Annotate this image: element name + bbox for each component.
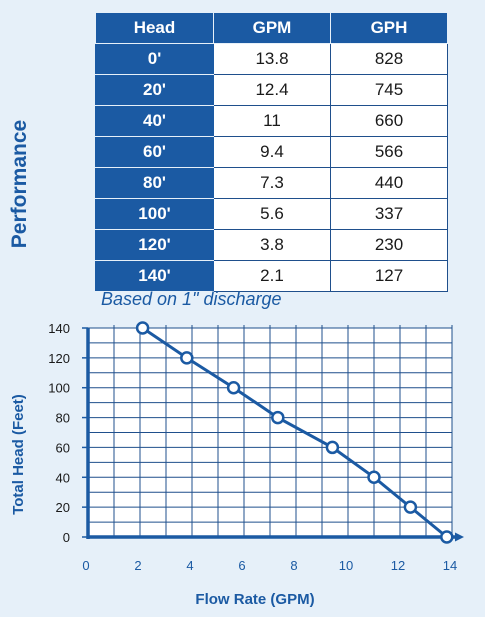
gpm-cell: 13.8 xyxy=(213,43,331,75)
gpm-cell: 3.8 xyxy=(213,229,331,261)
gph-cell: 337 xyxy=(330,198,448,230)
head-cell: 60' xyxy=(95,136,214,168)
table-row: 0' 13.8 828 xyxy=(95,43,448,75)
head-cell: 100' xyxy=(95,198,214,230)
data-point xyxy=(180,351,194,365)
y-tick-label: 20 xyxy=(56,500,70,515)
x-tick-label: 14 xyxy=(443,558,457,573)
table-row: 60' 9.4 566 xyxy=(95,136,448,168)
data-point xyxy=(325,440,340,455)
data-point xyxy=(440,530,454,544)
y-tick-label: 100 xyxy=(48,381,70,396)
gpm-cell: 9.4 xyxy=(213,136,331,168)
table-row: 100' 5.6 337 xyxy=(95,198,448,230)
data-point xyxy=(367,470,381,485)
table-row: 20' 12.4 745 xyxy=(95,74,448,106)
gph-cell: 566 xyxy=(330,136,448,168)
gph-cell: 828 xyxy=(330,43,448,75)
data-point xyxy=(226,380,241,395)
x-axis-title: Flow Rate (GPM) xyxy=(195,591,314,608)
performance-table: Head GPM GPH 0' 13.8 828 20' 12.4 745 40… xyxy=(95,12,448,292)
gpm-cell: 12.4 xyxy=(213,74,331,106)
x-tick-label: 10 xyxy=(339,558,353,573)
x-tick-label: 12 xyxy=(391,558,405,573)
gph-cell: 230 xyxy=(330,229,448,261)
x-tick-label: 0 xyxy=(82,558,89,573)
y-tick-label: 60 xyxy=(56,440,70,455)
gpm-cell: 5.6 xyxy=(213,198,331,230)
discharge-note: Based on 1" discharge xyxy=(101,289,282,309)
y-axis-title: Total Head (Feet) xyxy=(10,394,27,515)
table-row: 40' 11 660 xyxy=(95,105,448,137)
gph-cell: 127 xyxy=(330,260,448,292)
table-row: 120' 3.8 230 xyxy=(95,229,448,261)
column-header-head: Head xyxy=(95,12,214,44)
gph-cell: 440 xyxy=(330,167,448,199)
x-tick-label: 4 xyxy=(186,558,193,573)
y-tick-label: 40 xyxy=(56,470,70,485)
head-cell: 40' xyxy=(95,105,214,137)
head-cell: 0' xyxy=(95,43,214,75)
performance-curve xyxy=(141,326,448,539)
x-tick-label: 2 xyxy=(134,558,141,573)
data-point xyxy=(403,500,418,514)
x-tick-label: 8 xyxy=(290,558,297,573)
y-tick-label: 0 xyxy=(63,530,70,545)
data-point xyxy=(271,410,285,425)
x-tick-label: 6 xyxy=(238,558,245,573)
y-tick-label: 140 xyxy=(48,321,70,336)
table-header-row: Head GPM GPH xyxy=(95,12,448,44)
head-cell: 120' xyxy=(95,229,214,261)
x-axis-arrowhead xyxy=(455,532,464,542)
y-tick-label: 120 xyxy=(48,351,70,366)
data-point xyxy=(135,321,150,335)
table-row: 140' 2.1 127 xyxy=(95,260,448,292)
head-cell: 140' xyxy=(95,260,214,292)
gpm-cell: 2.1 xyxy=(213,260,331,292)
gpm-cell: 11 xyxy=(213,105,331,137)
y-tick-label: 80 xyxy=(56,411,70,426)
head-cell: 20' xyxy=(95,74,214,106)
gph-cell: 745 xyxy=(330,74,448,106)
